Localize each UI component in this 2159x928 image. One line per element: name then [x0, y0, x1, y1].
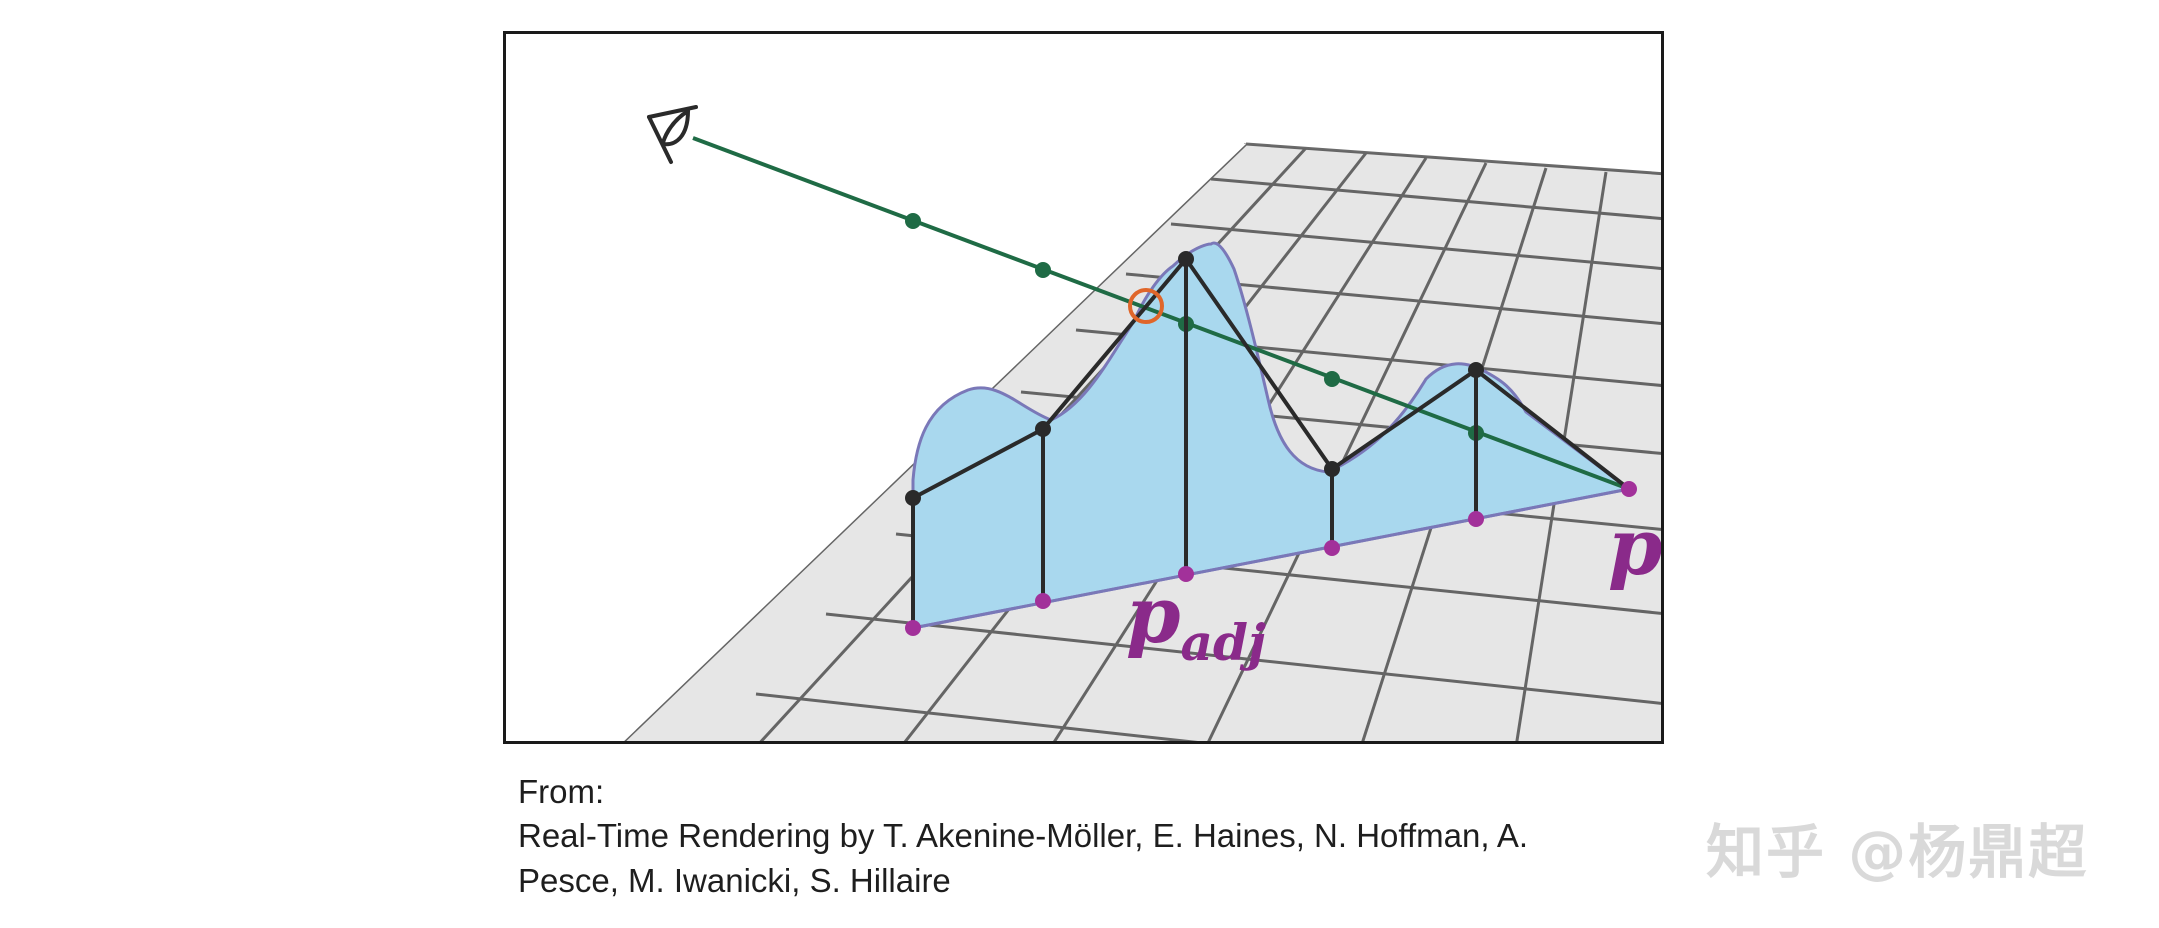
- label-p-adj-sub: adj: [1181, 613, 1266, 672]
- label-p-adj-main: p: [1126, 570, 1181, 661]
- caption-line-2: Real-Time Rendering by T. Akenine-Möller…: [518, 817, 1529, 854]
- height-point: [1035, 421, 1051, 437]
- height-point: [1178, 251, 1194, 267]
- height-point: [1324, 461, 1340, 477]
- height-point: [905, 490, 921, 506]
- height-point: [1468, 362, 1484, 378]
- base-point: [1468, 511, 1484, 527]
- base-points: [905, 481, 1637, 636]
- label-p-adj: padj: [1126, 570, 1266, 672]
- point-p: [1621, 481, 1637, 497]
- height-points: [905, 251, 1484, 506]
- base-point: [1178, 566, 1194, 582]
- intersection-marker: [1128, 288, 1164, 324]
- ray-sample-point: [905, 213, 921, 229]
- height-samples: [911, 255, 1631, 628]
- floor-left-mask: [506, 34, 1246, 741]
- base-point: [1035, 593, 1051, 609]
- figure-frame: p padj: [503, 31, 1664, 744]
- ray-sample-point: [1324, 371, 1340, 387]
- base-point: [905, 620, 921, 636]
- parallax-occlusion-diagram: p padj: [506, 34, 1663, 741]
- surface-baseline: [912, 487, 1630, 630]
- linear-profile: [912, 255, 1631, 500]
- caption-line-1: From:: [518, 773, 605, 810]
- watermark: 知乎 @杨鼎超: [1706, 818, 2089, 886]
- height-field-surface: [911, 241, 1633, 630]
- ray-sample-point: [1035, 262, 1051, 278]
- caption-line-3: Pesce, M. Iwanicki, S. Hillaire: [518, 862, 951, 899]
- label-p: p: [1608, 502, 1663, 593]
- ray-sample-points: [905, 213, 1484, 441]
- eye-icon: [647, 105, 698, 164]
- base-point: [1324, 540, 1340, 556]
